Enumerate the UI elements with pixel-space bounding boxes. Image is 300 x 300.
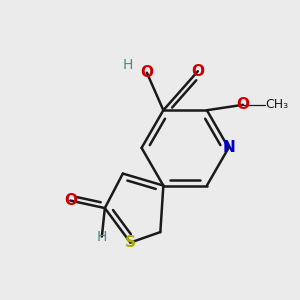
Text: H: H	[122, 58, 133, 72]
Text: H: H	[97, 230, 107, 244]
Text: O: O	[64, 193, 77, 208]
Text: CH₃: CH₃	[265, 98, 289, 111]
Text: O: O	[191, 64, 204, 79]
Text: N: N	[222, 140, 235, 155]
Text: S: S	[125, 235, 136, 250]
Text: O: O	[236, 97, 249, 112]
Text: O: O	[140, 65, 153, 80]
